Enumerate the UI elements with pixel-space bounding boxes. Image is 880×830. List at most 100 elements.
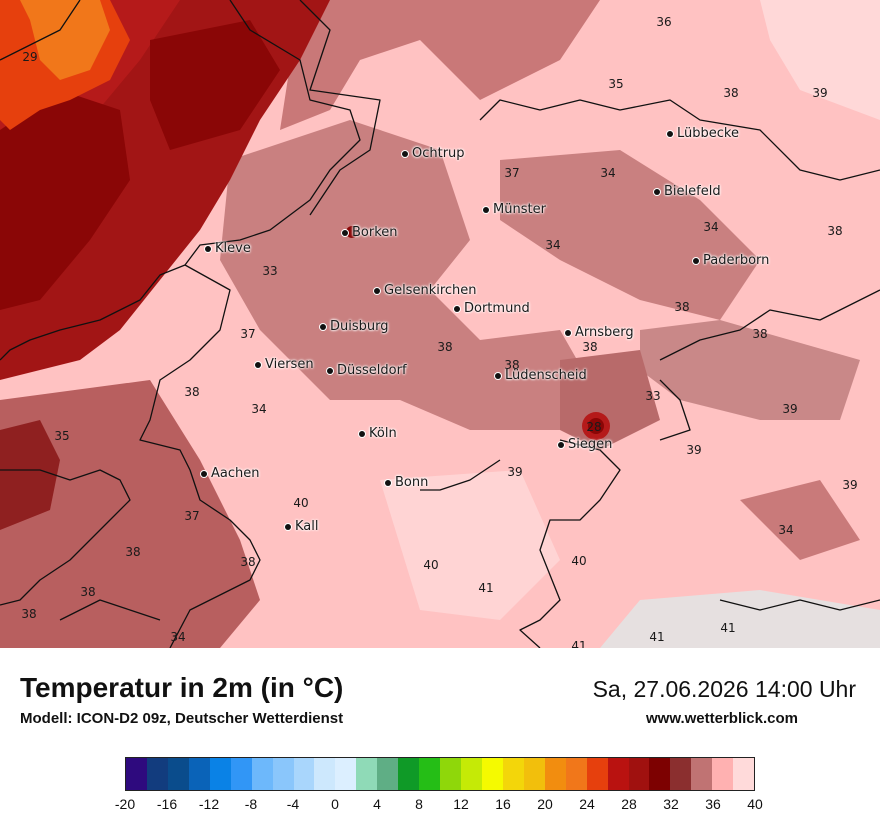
city-name: Lübbecke xyxy=(677,126,739,141)
city-dot xyxy=(667,130,673,137)
scale-tick-label: 4 xyxy=(373,796,381,812)
temperature-value: 35 xyxy=(608,77,624,91)
temperature-value: 39 xyxy=(812,86,828,100)
scale-tick-label: 8 xyxy=(415,796,423,812)
scale-swatch xyxy=(544,758,566,790)
temperature-value: 33 xyxy=(262,264,278,278)
city-name: Düsseldorf xyxy=(337,363,407,378)
city-label: Duisburg xyxy=(320,319,389,334)
scale-swatch xyxy=(293,758,315,790)
city-label: Münster xyxy=(483,202,546,217)
city-label: Lüdenscheid xyxy=(495,368,587,383)
forecast-datetime: Sa, 27.06.2026 14:00 Uhr xyxy=(592,676,856,702)
city-name: Köln xyxy=(369,426,397,441)
city-dot xyxy=(205,245,211,252)
scale-tick-label: 0 xyxy=(331,796,339,812)
scale-swatch xyxy=(398,758,420,790)
city-dot xyxy=(558,441,564,448)
temperature-value: 38 xyxy=(827,224,843,238)
city-name: Dortmund xyxy=(464,301,530,316)
city-name: Gelsenkirchen xyxy=(384,283,477,298)
scale-swatch xyxy=(419,758,441,790)
scale-swatch xyxy=(167,758,189,790)
temperature-field xyxy=(0,0,880,648)
city-dot xyxy=(342,229,348,236)
temperature-value: 38 xyxy=(184,385,200,399)
temperature-value: 39 xyxy=(507,465,523,479)
temperature-value: 38 xyxy=(582,340,598,354)
scale-tick-label: -20 xyxy=(114,796,136,812)
scale-swatch xyxy=(356,758,378,790)
temperature-value: 38 xyxy=(723,86,739,100)
temperature-value: 28 xyxy=(586,420,602,434)
scale-swatch xyxy=(335,758,357,790)
city-name: Kleve xyxy=(215,241,251,256)
city-dot xyxy=(285,523,291,530)
city-label: Dortmund xyxy=(454,301,530,316)
scale-swatch xyxy=(670,758,692,790)
scale-tick-label: -8 xyxy=(244,796,258,812)
temperature-value: 40 xyxy=(423,558,439,572)
city-label: Düsseldorf xyxy=(327,363,407,378)
city-dot xyxy=(374,287,380,294)
city-name: Borken xyxy=(352,225,398,240)
scale-swatch xyxy=(481,758,503,790)
temperature-value: 34 xyxy=(600,166,616,180)
city-name: Lüdenscheid xyxy=(505,368,587,383)
city-dot xyxy=(565,329,571,336)
city-label: Arnsberg xyxy=(565,325,634,340)
color-scale xyxy=(125,757,755,791)
scale-tick-label: -4 xyxy=(286,796,300,812)
city-label: Gelsenkirchen xyxy=(374,283,477,298)
scale-swatch xyxy=(628,758,650,790)
scale-swatch xyxy=(691,758,713,790)
temperature-value: 34 xyxy=(170,630,186,644)
city-label: Köln xyxy=(359,426,397,441)
temperature-map: Ochtrup Lübbecke Bielefeld Münster Borken Kle… xyxy=(0,0,880,648)
scale-tick-label: 36 xyxy=(705,796,721,812)
city-dot xyxy=(359,430,365,437)
city-name: Aachen xyxy=(211,466,260,481)
city-label: Siegen xyxy=(558,437,612,452)
scale-swatch xyxy=(314,758,336,790)
city-name: Münster xyxy=(493,202,546,217)
temperature-value: 38 xyxy=(240,555,256,569)
temperature-value: 38 xyxy=(504,358,520,372)
scale-tick-label: -16 xyxy=(156,796,178,812)
scale-swatch xyxy=(146,758,168,790)
map-title: Temperatur in 2m (in °C) xyxy=(20,672,344,703)
temperature-value: 33 xyxy=(645,389,661,403)
temperature-value: 41 xyxy=(571,639,587,648)
temperature-value: 34 xyxy=(251,402,267,416)
website-link[interactable]: www.wetterblick.com xyxy=(646,710,798,727)
scale-tick-label: 20 xyxy=(537,796,553,812)
city-name: Ochtrup xyxy=(412,146,465,161)
scale-tick-label: -12 xyxy=(198,796,220,812)
scale-swatch xyxy=(440,758,461,790)
temperature-value: 39 xyxy=(782,402,798,416)
city-label: Borken xyxy=(342,225,398,240)
temperature-value: 36 xyxy=(656,15,672,29)
temperature-value: 34 xyxy=(545,238,561,252)
scale-tick-label: 32 xyxy=(663,796,679,812)
temperature-value: 29 xyxy=(22,50,38,64)
scale-swatch xyxy=(126,758,147,790)
temperature-value: 40 xyxy=(571,554,587,568)
city-label: Ochtrup xyxy=(402,146,465,161)
city-dot xyxy=(385,479,391,486)
temperature-value: 38 xyxy=(437,340,453,354)
scale-tick-label: 28 xyxy=(621,796,637,812)
city-name: Bielefeld xyxy=(664,184,721,199)
temperature-value: 35 xyxy=(54,429,70,443)
city-dot xyxy=(693,257,699,264)
temperature-value: 40 xyxy=(293,496,309,510)
city-label: Paderborn xyxy=(693,253,769,268)
scale-swatch xyxy=(733,758,755,790)
city-label: Kleve xyxy=(205,241,251,256)
temperature-value: 38 xyxy=(80,585,96,599)
scale-swatch xyxy=(586,758,608,790)
temperature-value: 39 xyxy=(686,443,702,457)
scale-swatch xyxy=(607,758,629,790)
city-name: Siegen xyxy=(568,437,613,452)
temperature-value: 41 xyxy=(478,581,494,595)
